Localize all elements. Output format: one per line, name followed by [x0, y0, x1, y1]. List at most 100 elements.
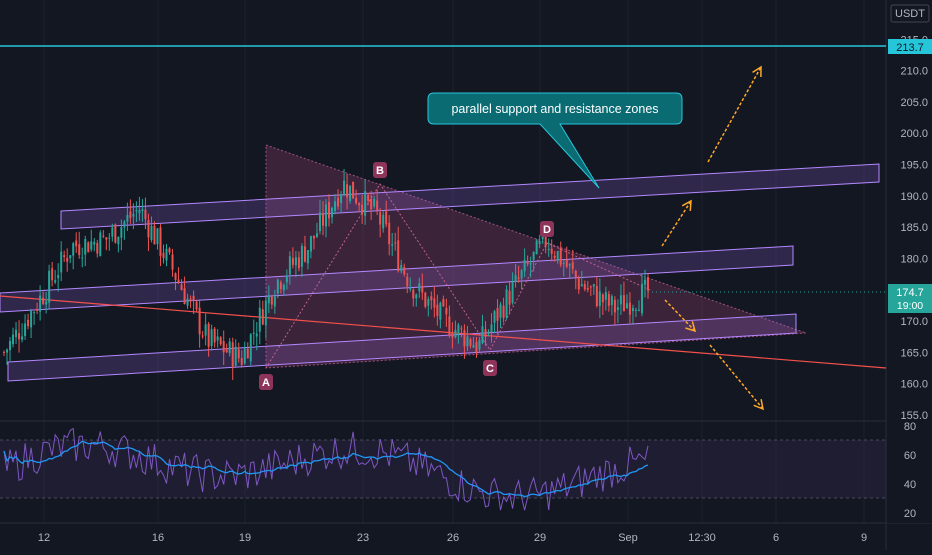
candle-body[interactable]	[150, 225, 153, 240]
projection-arrow-line[interactable]	[709, 344, 764, 410]
candle-body[interactable]	[391, 244, 394, 246]
candle-body[interactable]	[616, 307, 619, 311]
candle-body[interactable]	[90, 241, 93, 250]
candle-body[interactable]	[577, 278, 580, 290]
candle-body[interactable]	[496, 307, 499, 321]
candle-body[interactable]	[487, 331, 490, 334]
candle-body[interactable]	[9, 340, 12, 351]
candle-body[interactable]	[490, 324, 493, 333]
candle-body[interactable]	[81, 257, 84, 259]
candle-body[interactable]	[328, 202, 331, 219]
candle-body[interactable]	[385, 211, 388, 225]
price-axis[interactable]	[887, 0, 932, 523]
candle-body[interactable]	[75, 240, 78, 247]
candle-body[interactable]	[619, 295, 622, 305]
candle-body[interactable]	[30, 311, 33, 328]
candle-body[interactable]	[237, 349, 240, 359]
candle-body[interactable]	[403, 266, 406, 275]
candle-body[interactable]	[234, 346, 237, 366]
candle-body[interactable]	[243, 348, 246, 364]
candle-body[interactable]	[174, 273, 177, 280]
candle-body[interactable]	[382, 214, 385, 229]
candle-body[interactable]	[105, 237, 108, 240]
candle-body[interactable]	[544, 231, 547, 247]
candle-body[interactable]	[364, 191, 367, 216]
candle-body[interactable]	[117, 236, 120, 245]
candle-body[interactable]	[240, 358, 243, 365]
candle-body[interactable]	[409, 287, 412, 290]
candle-body[interactable]	[222, 340, 225, 353]
candle-body[interactable]	[201, 335, 204, 337]
candle-body[interactable]	[285, 275, 288, 283]
candle-body[interactable]	[337, 197, 340, 207]
candle-body[interactable]	[601, 294, 604, 303]
candle-body[interactable]	[448, 316, 451, 336]
candle-body[interactable]	[72, 243, 75, 256]
candle-body[interactable]	[469, 339, 472, 346]
candle-body[interactable]	[517, 277, 520, 279]
candle-body[interactable]	[514, 275, 517, 282]
candle-body[interactable]	[647, 277, 649, 291]
candle-body[interactable]	[439, 302, 442, 320]
candle-body[interactable]	[553, 255, 556, 259]
pattern-labels[interactable]: A B C D	[259, 162, 554, 390]
candle-body[interactable]	[159, 227, 162, 256]
candle-body[interactable]	[228, 341, 231, 354]
projection-arrow-line[interactable]	[707, 66, 762, 163]
candle-body[interactable]	[586, 288, 589, 290]
candle-body[interactable]	[430, 296, 433, 301]
candle-body[interactable]	[334, 201, 337, 211]
projection-arrow-line[interactable]	[664, 299, 696, 332]
candle-body[interactable]	[60, 251, 63, 273]
candle-body[interactable]	[153, 225, 156, 245]
candle-body[interactable]	[318, 212, 321, 232]
candle-body[interactable]	[394, 242, 397, 244]
candle-body[interactable]	[388, 222, 391, 245]
candle-body[interactable]	[481, 326, 484, 344]
candle-body[interactable]	[27, 319, 30, 327]
candle-body[interactable]	[466, 336, 469, 347]
candle-body[interactable]	[598, 291, 601, 307]
candle-body[interactable]	[141, 209, 144, 212]
candle-body[interactable]	[66, 257, 69, 262]
candle-body[interactable]	[264, 300, 267, 326]
candle-body[interactable]	[297, 257, 300, 269]
candle-body[interactable]	[643, 279, 646, 285]
candle-body[interactable]	[484, 329, 487, 337]
candle-body[interactable]	[529, 263, 532, 265]
candle-body[interactable]	[379, 212, 382, 225]
resistance-zone-upper[interactable]	[60, 163, 880, 230]
candle-body[interactable]	[355, 197, 358, 204]
candle-body[interactable]	[225, 349, 228, 352]
candle-body[interactable]	[267, 294, 270, 304]
candle-body[interactable]	[216, 336, 219, 341]
candle-body[interactable]	[436, 304, 439, 316]
candle-body[interactable]	[538, 241, 541, 245]
candle-body[interactable]	[213, 328, 216, 343]
candle-body[interactable]	[478, 340, 481, 350]
candle-body[interactable]	[400, 265, 403, 272]
candle-body[interactable]	[171, 254, 174, 270]
candle-body[interactable]	[457, 324, 460, 333]
candle-body[interactable]	[282, 284, 285, 291]
candle-body[interactable]	[39, 295, 42, 312]
candle-body[interactable]	[303, 246, 306, 262]
candle-body[interactable]	[63, 255, 66, 258]
candle-body[interactable]	[523, 259, 526, 272]
candle-body[interactable]	[186, 298, 189, 306]
candle-body[interactable]	[246, 348, 249, 359]
candle-body[interactable]	[108, 237, 111, 239]
projection-arrow-line[interactable]	[661, 200, 692, 247]
candle-body[interactable]	[210, 329, 213, 347]
candle-body[interactable]	[562, 262, 565, 264]
candle-body[interactable]	[331, 207, 334, 218]
projection-arrows[interactable]	[661, 65, 764, 411]
candle-body[interactable]	[147, 220, 150, 238]
candle-body[interactable]	[511, 281, 514, 303]
candle-body[interactable]	[207, 323, 210, 347]
pattern-point-d[interactable]: D	[540, 221, 554, 237]
candle-body[interactable]	[325, 204, 327, 227]
candle-body[interactable]	[508, 290, 511, 305]
candle-body[interactable]	[352, 181, 355, 199]
